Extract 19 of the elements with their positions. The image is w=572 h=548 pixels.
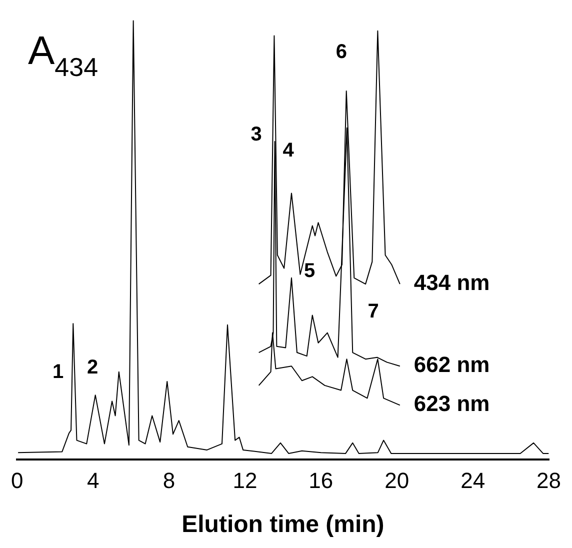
annotation: 3 (250, 124, 262, 146)
series-label: 434 nm (414, 270, 490, 296)
annotation: 5 (304, 260, 316, 282)
x-tick-label: 28 (536, 468, 562, 493)
x-tick-label: 4 (86, 468, 100, 493)
x-tick-label: 20 (384, 468, 410, 493)
annotation: 1 (52, 360, 64, 383)
x-tick-label: 12 (232, 468, 258, 493)
annotation: 2 (87, 356, 98, 378)
series-label: 623 nm (414, 391, 490, 416)
series-label: 662 nm (414, 352, 490, 378)
x-axis-title: Elution time (min) (182, 511, 384, 538)
x-tick-label: 24 (460, 468, 486, 493)
x-tick-label: 8 (162, 468, 176, 493)
annotation: 6 (336, 40, 347, 63)
annotation: 7 (368, 300, 379, 322)
annotation: 4 (282, 139, 295, 162)
x-tick-label: 16 (308, 468, 334, 493)
x-tick-label: 0 (10, 468, 24, 493)
